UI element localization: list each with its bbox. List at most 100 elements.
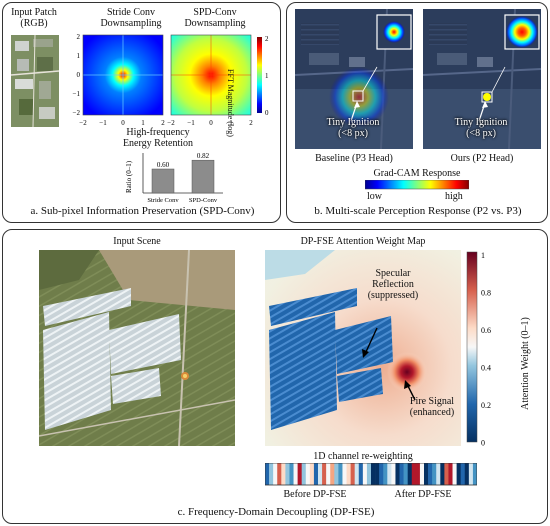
- channel-cell: [460, 463, 466, 485]
- axis-tick-bottom: −1: [99, 119, 107, 127]
- channel-cell: [395, 463, 400, 485]
- channel-cell: [277, 463, 282, 485]
- channel-cell: [411, 463, 417, 485]
- channel-cell: [362, 463, 368, 485]
- specular-label: Specular Reflection (suppressed): [367, 268, 419, 301]
- channel-cell: [313, 463, 319, 485]
- input-scene-image: [39, 250, 235, 446]
- fft-colorbar-label: FFT Magnitude (log): [226, 69, 235, 137]
- channel-cell: [472, 463, 477, 485]
- channel-cell: [326, 463, 331, 485]
- axis-tick-left: 2: [77, 33, 81, 41]
- spd-fft-heatmap: [170, 34, 252, 116]
- bar-category-label: Stride Conv: [147, 197, 179, 204]
- axis-tick-bottom: −2: [167, 119, 175, 127]
- colorbar-tick: 0: [265, 109, 269, 117]
- channel-cell: [269, 463, 274, 485]
- attention-colorbar-tick: 0.6: [481, 326, 491, 335]
- channel-cell: [309, 463, 315, 485]
- channel-cell: [424, 463, 429, 485]
- axis-tick-left: 1: [77, 52, 81, 60]
- panel-c-caption: c. Frequency-Domain Decoupling (DP-FSE): [177, 506, 375, 518]
- before-label: Before DP-FSE: [283, 489, 347, 500]
- bar-value-label: 0.82: [197, 152, 210, 160]
- channel-cell: [338, 463, 343, 485]
- channel-cell: [399, 463, 404, 485]
- axis-tick-bottom: −2: [79, 119, 87, 127]
- channel-cell: [289, 463, 294, 485]
- axis-tick-bottom: 0: [209, 119, 213, 127]
- channel-cell: [371, 463, 376, 485]
- channel-cell: [293, 463, 298, 485]
- panel-b-caption: b. Multi-scale Perception Response (P2 v…: [314, 205, 522, 217]
- baseline-label: Baseline (P3 Head): [315, 153, 393, 164]
- channel-cell: [297, 463, 302, 485]
- channel-cell: [419, 463, 425, 485]
- ignition-label-baseline: Tiny Ignition (<8 px): [326, 117, 380, 139]
- channel-cell: [273, 463, 278, 485]
- input-patch-title: Input Patch (RGB): [11, 7, 57, 29]
- channel-cell: [358, 463, 364, 485]
- axis-tick-left: −1: [73, 90, 81, 98]
- stride-fft-heatmap: [82, 34, 164, 116]
- channel-cell: [330, 463, 335, 485]
- fft-heatmaps: 2 1 0 −1 −2 −2 −2 −1 −1 0 0 1 1 2 2 2 1 0: [73, 33, 269, 127]
- channel-cell: [444, 463, 449, 485]
- channel-cell: [456, 463, 461, 485]
- ours-gradcam-image: [423, 9, 541, 149]
- channel-cell: [334, 463, 339, 485]
- channel-cell: [350, 463, 355, 485]
- channel-cell: [452, 463, 457, 485]
- channel-cell: [403, 463, 408, 485]
- ours-label: Ours (P2 Head): [450, 153, 514, 164]
- channel-cell: [391, 463, 396, 485]
- attention-colorbar-tick: 1: [481, 251, 485, 260]
- axis-tick-left: 0: [77, 71, 81, 79]
- channel-cell: [468, 463, 474, 485]
- axis-tick-bottom: −1: [187, 119, 195, 127]
- axis-tick-bottom: 2: [249, 119, 253, 127]
- channel-cell: [342, 463, 347, 485]
- panel-b: Tiny Ignition (<8 px) Tiny Ignition (<8 …: [286, 2, 548, 223]
- stride-conv-title: Stride Conv Downsampling: [100, 7, 162, 29]
- channel-cell: [322, 463, 327, 485]
- input-scene-title: Input Scene: [113, 236, 161, 247]
- channel-cell: [387, 463, 392, 485]
- axis-tick-bottom: 0: [121, 119, 125, 127]
- panel-a-caption: a. Sub-pixel Information Preservation (S…: [30, 205, 255, 217]
- channel-cell: [375, 463, 380, 485]
- spd-conv-title: SPD-Conv Downsampling: [184, 7, 246, 29]
- axis-tick-bottom: 2: [161, 119, 165, 127]
- channel-cell: [354, 463, 360, 485]
- attention-colorbar-tick: 0.4: [481, 364, 491, 373]
- axis-tick-left: −2: [73, 109, 81, 117]
- input-patch-image: [11, 35, 59, 127]
- bar: [191, 159, 215, 194]
- energy-bar-chart: Ratio (0–1) 0.60 Stride Conv 0.82 SPD-Conv: [125, 152, 223, 204]
- gradcam-colorbar: [365, 180, 469, 190]
- gradcam-title: Grad-CAM Response: [373, 168, 461, 179]
- attention-colorbar-tick: 0: [481, 439, 485, 448]
- colorbar-tick: 2: [265, 35, 269, 43]
- attention-weight-map: [265, 250, 461, 446]
- ylabel: Ratio (0–1): [125, 160, 133, 193]
- baseline-gradcam-image: [295, 9, 413, 149]
- channel-cell: [415, 463, 421, 485]
- bar-value-label: 0.60: [157, 161, 170, 169]
- channel-cell: [407, 463, 413, 485]
- panel-a: Input Patch (RGB) Stride Conv Downsampli…: [2, 2, 281, 223]
- gradcam-high-label: high: [445, 191, 463, 202]
- channel-cell: [432, 463, 437, 485]
- channel-cell: [305, 463, 311, 485]
- channel-cell: [464, 463, 470, 485]
- ignition-label-ours: Tiny Ignition (<8 px): [454, 117, 508, 139]
- channel-cell: [265, 463, 270, 485]
- panel-c: Input Scene DP-FSE Attention Weight Map …: [2, 229, 548, 524]
- channel-cell: [440, 463, 445, 485]
- channel-cell: [301, 463, 307, 485]
- bar: [151, 168, 175, 194]
- attention-map-title: DP-FSE Attention Weight Map: [300, 236, 426, 247]
- channel-cell: [379, 463, 384, 485]
- colorbar-tick: 1: [265, 72, 269, 80]
- channel-cell: [285, 463, 290, 485]
